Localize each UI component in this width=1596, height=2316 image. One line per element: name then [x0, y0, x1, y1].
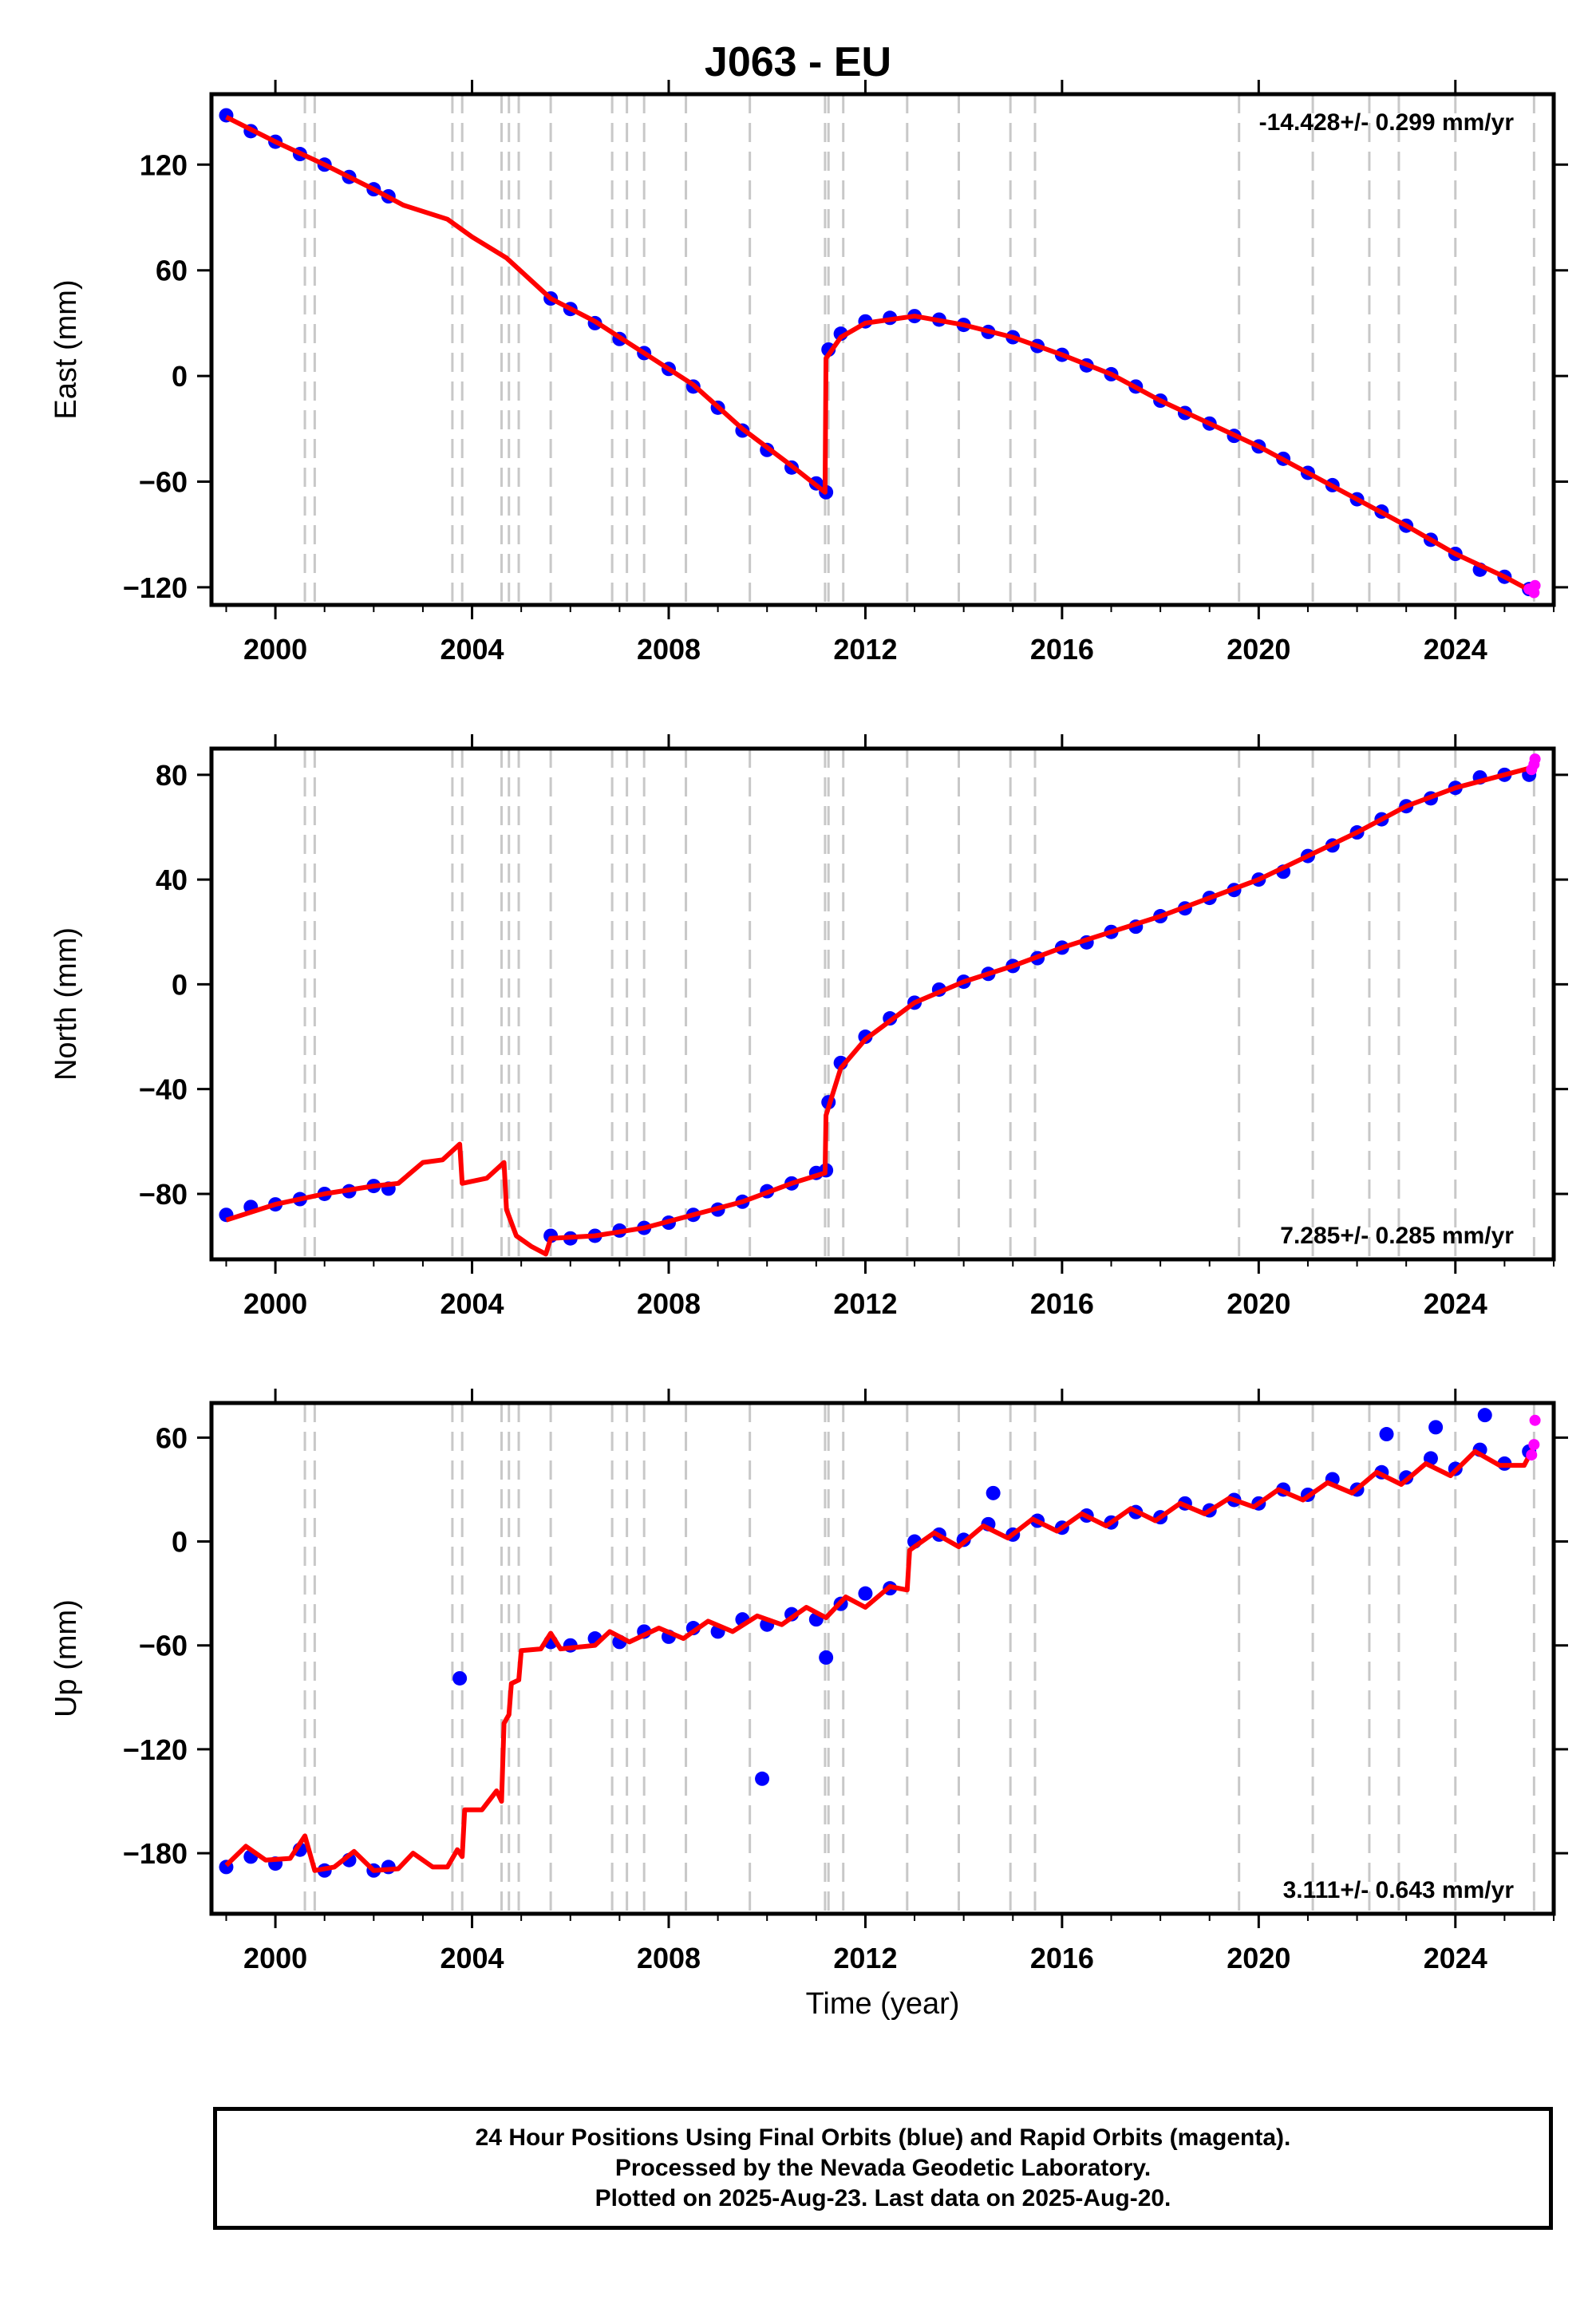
up-y-tick-label: −120 [123, 1733, 188, 1766]
up-final-point [1428, 1420, 1444, 1435]
up-rate-label: 3.111+/- 0.643 mm/yr [1283, 1877, 1515, 1903]
up-y-tick-label: −60 [139, 1630, 188, 1662]
north-x-tick-label: 2020 [1227, 1287, 1290, 1320]
north-rapid-point [1529, 753, 1541, 765]
up-x-tick-label: 2016 [1030, 1942, 1094, 1974]
east-y-tick-label: 0 [172, 360, 188, 393]
north-y-tick-label: 0 [172, 968, 188, 1001]
up-rapid-point [1528, 1439, 1540, 1451]
east-x-tick-label: 2012 [833, 633, 897, 666]
up-final-point [986, 1485, 1001, 1500]
north-x-tick-label: 2004 [440, 1287, 504, 1320]
chart-title: J063 - EU [704, 39, 892, 85]
east-x-tick-label: 2016 [1030, 633, 1094, 666]
north-x-tick-label: 2012 [833, 1287, 897, 1320]
up-x-tick-label: 2024 [1424, 1942, 1487, 1974]
up-final-point [1379, 1427, 1394, 1442]
up-plot-area [219, 1408, 1541, 1878]
east-y-tick-label: 120 [140, 148, 188, 181]
north-y-tick-label: 80 [156, 759, 188, 792]
north-y-axis-label: North (mm) [49, 927, 83, 1081]
up-final-point [755, 1771, 770, 1786]
up-y-axis-label: Up (mm) [49, 1599, 83, 1717]
north-y-tick-label: 40 [156, 864, 188, 896]
processing-info-box: 24 Hour Positions Using Final Orbits (bl… [213, 2107, 1553, 2230]
up-x-tick-label: 2004 [440, 1942, 504, 1974]
up-y-tick-label: −180 [123, 1837, 188, 1870]
north-plot-area [219, 753, 1541, 1257]
east-x-tick-label: 2020 [1227, 633, 1290, 666]
time-series-charts: 2000 2004 2008 2012 2016 2020 2024 120 60 0 −60 −12… [49, 80, 1568, 2021]
up-final-point [858, 1586, 873, 1601]
up-model-line [224, 1445, 1537, 1873]
up-panel: 2000 2004 2008 2012 2016 2020 2024 60 0 −60 −120 −1… [49, 1389, 1568, 2021]
east-y-tick-label: 60 [156, 255, 188, 287]
north-y-tick-label: −80 [139, 1178, 188, 1211]
east-y-tick-label: −60 [139, 466, 188, 499]
up-y-tick-label: 0 [172, 1526, 188, 1559]
north-y-tick-label: −40 [139, 1073, 188, 1106]
east-frame [209, 92, 1556, 607]
north-x-tick-label: 2024 [1424, 1287, 1487, 1320]
up-x-tick-label: 2012 [833, 1942, 897, 1974]
north-model-line [225, 765, 1535, 1257]
footer-orbits-line: 24 Hour Positions Using Final Orbits (bl… [475, 2124, 1291, 2151]
north-rate-label: 7.285+/- 0.285 mm/yr [1280, 1223, 1514, 1249]
east-x-tick-label: 2008 [637, 633, 701, 666]
north-frame [209, 746, 1556, 1262]
footer-processed-line: Processed by the Nevada Geodetic Laborat… [614, 2155, 1152, 2181]
east-model-line [225, 115, 1535, 595]
up-rapid-point [1529, 1414, 1541, 1426]
up-final-point [452, 1670, 468, 1686]
north-x-tick-label: 2000 [243, 1287, 307, 1320]
east-x-tick-label: 2004 [440, 633, 504, 666]
north-x-tick-label: 2008 [637, 1287, 701, 1320]
up-frame [209, 1401, 1556, 1916]
east-y-axis-label: East (mm) [49, 279, 83, 419]
north-panel: 2000 2004 2008 2012 2016 2020 2024 80 40 0 −40 −80 N… [49, 734, 1568, 1320]
north-x-tick-label: 2016 [1030, 1287, 1094, 1320]
up-y-tick-label: 60 [156, 1421, 188, 1454]
east-y-tick-label: −120 [123, 571, 188, 604]
east-x-tick-label: 2024 [1424, 633, 1487, 666]
up-final-point [1477, 1408, 1492, 1423]
up-final-point [819, 1650, 834, 1665]
up-x-tick-label: 2008 [637, 1942, 701, 1974]
up-x-tick-label: 2020 [1227, 1942, 1290, 1974]
east-x-tick-label: 2000 [243, 633, 307, 666]
x-axis-label: Time (year) [806, 1987, 960, 2021]
east-panel: 2000 2004 2008 2012 2016 2020 2024 120 60 0 −60 −12… [49, 80, 1568, 666]
east-rate-label: -14.428+/- 0.299 mm/yr [1259, 109, 1515, 136]
up-x-tick-label: 2000 [243, 1942, 307, 1974]
up-rapid-point [1526, 1449, 1538, 1461]
footer-plotted-line: Plotted on 2025-Aug-23. Last data on 202… [595, 2185, 1171, 2211]
east-rapid-point [1529, 579, 1541, 591]
east-plot-area [219, 108, 1541, 599]
